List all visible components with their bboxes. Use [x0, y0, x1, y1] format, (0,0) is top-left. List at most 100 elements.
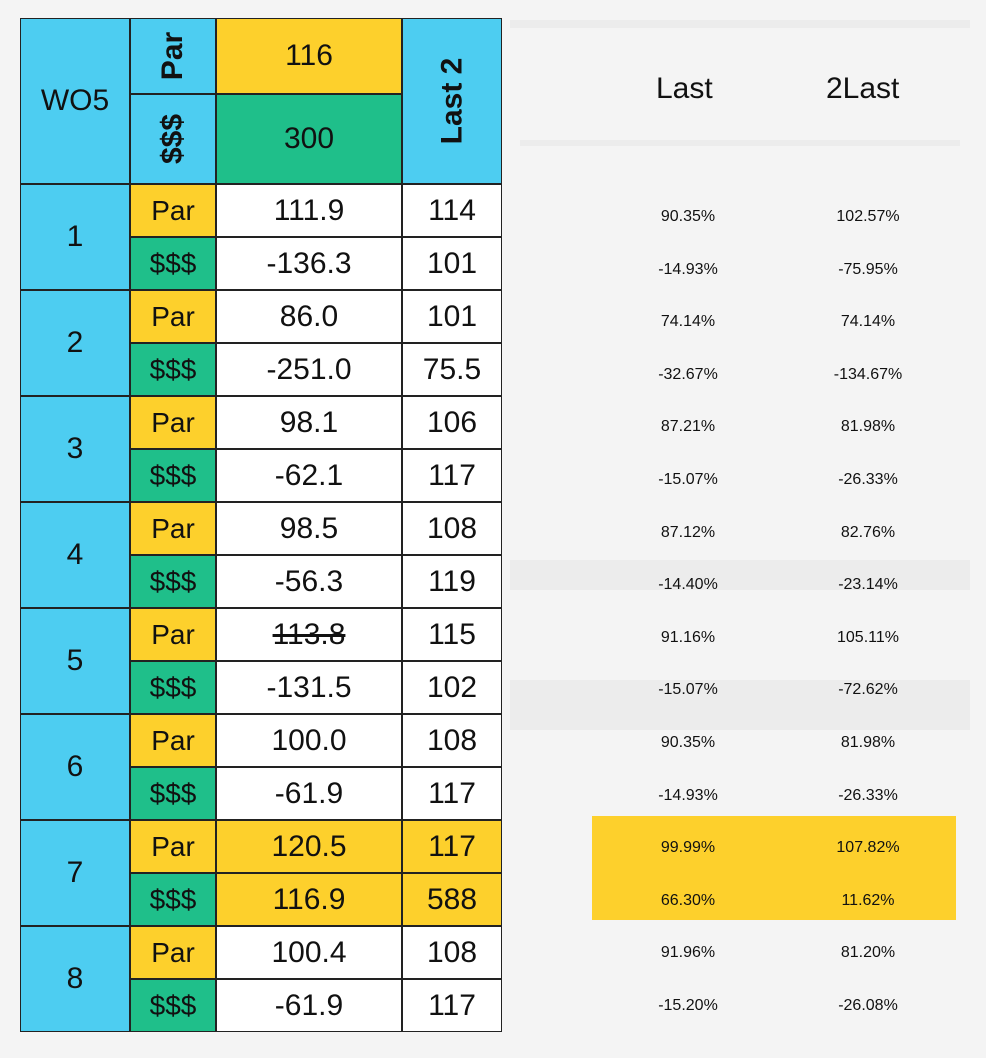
money-value-text: 116.9 [272, 882, 346, 916]
header-title-cell: WO5 [20, 18, 130, 184]
money-last2: 117 [402, 979, 502, 1032]
row-number: 5 [20, 608, 130, 714]
par-value-text: 100.0 [271, 723, 347, 757]
money-value-text: -62.1 [274, 458, 344, 492]
par-label-text: Par [151, 724, 195, 756]
money-value-text: -56.3 [274, 564, 344, 598]
background-print [510, 560, 970, 590]
par-value: 98.1 [216, 396, 402, 449]
money-last2: 101 [402, 237, 502, 290]
money-last2: 119 [402, 555, 502, 608]
money-value: -251.0 [216, 343, 402, 396]
par-last2-text: 115 [428, 617, 476, 651]
2last-percentage: 105.11% [837, 628, 899, 646]
row-number: 8 [20, 926, 130, 1032]
par-last2: 106 [402, 396, 502, 449]
2last-percentage: -134.67% [833, 365, 903, 383]
par-value: 100.0 [216, 714, 402, 767]
money-last2-text: 117 [428, 988, 476, 1022]
money-label: $$$ [130, 661, 216, 714]
money-value: -61.9 [216, 767, 402, 820]
money-label-text: $$$ [149, 989, 197, 1021]
money-last2: 75.5 [402, 343, 502, 396]
par-label: Par [130, 926, 216, 979]
header-par-label-cell: Par [130, 18, 216, 94]
last-percentage: -14.40% [658, 576, 718, 594]
table-title: WO5 [40, 84, 110, 117]
money-label-text: $$$ [149, 565, 197, 597]
money-value-text: -61.9 [274, 988, 344, 1022]
2last-percentage: 81.20% [840, 944, 896, 962]
par-last2: 108 [402, 926, 502, 979]
last-percentage: 90.35% [660, 734, 716, 751]
par-last2: 108 [402, 714, 502, 767]
2last-percentage: -23.14% [838, 576, 898, 594]
2last-percentage: -26.33% [838, 786, 898, 804]
par-label-text: Par [151, 406, 195, 438]
2last-percentage: 81.98% [840, 734, 896, 751]
money-value: -131.5 [216, 661, 402, 714]
2last-percentage: 81.98% [840, 418, 896, 436]
row-number: 3 [20, 396, 130, 502]
money-label: $$$ [130, 449, 216, 502]
last-percentage: 66.30% [660, 891, 716, 909]
money-label-text: $$$ [149, 777, 197, 809]
money-last2: 588 [402, 873, 502, 926]
row-number-text: 7 [66, 856, 84, 889]
highlight-band [592, 816, 956, 920]
par-value-text: 111.9 [273, 193, 345, 227]
money-last2-text: 119 [428, 564, 476, 598]
par-value-text: 98.1 [279, 405, 339, 439]
par-label: Par [130, 820, 216, 873]
money-label-text: $$$ [149, 247, 197, 279]
2last-percentage: -72.62% [838, 681, 898, 699]
par-value-text: 113.8 [272, 617, 346, 651]
2last-percentage: -26.08% [838, 997, 898, 1014]
last2-header-label: Last 2 [435, 57, 468, 145]
money-last2: 117 [402, 767, 502, 820]
last-percentage: 91.96% [660, 944, 716, 962]
par-last2: 115 [402, 608, 502, 661]
last-percentage: 87.12% [660, 523, 716, 541]
money-value: -136.3 [216, 237, 402, 290]
money-value-text: -61.9 [274, 776, 344, 810]
par-last2: 101 [402, 290, 502, 343]
money-last2-text: 75.5 [422, 352, 482, 386]
money-value: -61.9 [216, 979, 402, 1032]
last-percentage: 90.35% [660, 208, 716, 225]
par-header-label: Par [156, 31, 189, 81]
money-value-text: -131.5 [266, 670, 352, 704]
2last-percentage: 11.62% [841, 891, 895, 909]
par-value: 98.5 [216, 502, 402, 555]
par-label-text: Par [151, 830, 195, 862]
last-percentage: -15.07% [658, 681, 718, 699]
2last-percentage: 74.14% [840, 313, 896, 331]
par-label-text: Par [151, 300, 195, 332]
money-label: $$$ [130, 979, 216, 1032]
row-number: 1 [20, 184, 130, 290]
money-last2-text: 117 [428, 458, 476, 492]
last-percentage: 99.99% [660, 839, 716, 857]
money-value-text: -251.0 [266, 352, 352, 386]
2last-percentage: 102.57% [836, 208, 900, 225]
par-value-text: 100.4 [271, 935, 347, 969]
row-number: 2 [20, 290, 130, 396]
money-value: -56.3 [216, 555, 402, 608]
money-value: 116.9 [216, 873, 402, 926]
par-value: 86.0 [216, 290, 402, 343]
par-label-text: Par [151, 194, 195, 226]
money-value-text: -136.3 [266, 246, 352, 280]
par-last2-text: 108 [426, 511, 478, 545]
par-last2: 117 [402, 820, 502, 873]
par-value: 113.8 [216, 608, 402, 661]
money-label-text: $$$ [149, 671, 197, 703]
par-label: Par [130, 714, 216, 767]
par-label-text: Par [151, 936, 195, 968]
par-last2-text: 117 [428, 829, 476, 863]
header-par-value-cell: 116 [216, 18, 402, 94]
header-money-label-cell: $$$ [130, 94, 216, 184]
par-label: Par [130, 608, 216, 661]
2last-percentage: 82.76% [840, 523, 896, 541]
2last-column-header: 2Last [826, 72, 900, 105]
par-last2-text: 114 [428, 193, 476, 227]
